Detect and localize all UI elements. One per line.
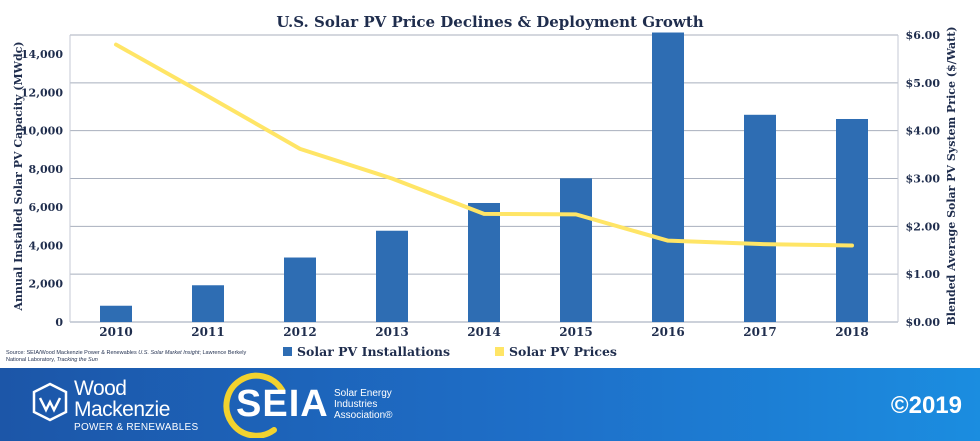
legend-swatch-prices (495, 347, 504, 356)
bar-2018 (836, 118, 868, 322)
legend-label-prices: Solar PV Prices (509, 344, 617, 359)
x-tick-label: 2014 (467, 325, 500, 339)
x-tick-label: 2018 (835, 325, 868, 339)
legend: Solar PV Installations Solar PV Prices (283, 344, 617, 359)
footer-band: Wood Mackenzie POWER & RENEWABLES SEIA S… (0, 368, 980, 441)
x-tick-label: 2015 (559, 325, 592, 339)
y-right-tick-label: $1.00 (906, 268, 941, 281)
y-right-tick-label: $6.00 (906, 29, 941, 42)
legend-swatch-installations (283, 347, 292, 356)
y-tick-label: 2,000 (29, 278, 64, 291)
legend-label-installations: Solar PV Installations (297, 344, 450, 359)
wood-mackenzie-name: Wood Mackenzie (74, 377, 170, 421)
right-axis-ticks: $0.00 $1.00 $2.00 $3.00 $4.00 $5.00 $6.00 (906, 29, 941, 329)
y-right-tick-label: $0.00 (906, 316, 941, 329)
y-right-tick-label: $5.00 (906, 77, 941, 90)
y-tick-label: 14,000 (21, 48, 63, 61)
copyright: ©2019 (890, 392, 962, 419)
x-tick-label: 2016 (651, 325, 684, 339)
x-tick-label: 2017 (743, 325, 776, 339)
sun-arc-icon (223, 372, 285, 438)
y-right-tick-label: $4.00 (906, 125, 941, 138)
bar-2011 (192, 285, 224, 322)
y-right-tick-label: $3.00 (906, 173, 941, 186)
x-axis-ticks: 2010 2011 2012 2013 2014 2015 2016 2017 2018 (99, 325, 868, 339)
bar-2015 (560, 178, 592, 322)
bar-2010 (100, 305, 132, 322)
x-tick-label: 2011 (191, 325, 224, 339)
seia-acronym: SEIA (236, 383, 329, 425)
y-tick-label: 10,000 (21, 125, 63, 138)
bar-series (100, 32, 868, 322)
price-line-series (114, 42, 854, 248)
wood-mackenzie-sub: POWER & RENEWABLES (74, 422, 199, 433)
chart-title: U.S. Solar PV Price Declines & Deploymen… (276, 13, 703, 31)
bar-2012 (284, 257, 316, 322)
x-tick-label: 2013 (375, 325, 408, 339)
left-axis-ticks: 0 2,000 4,000 6,000 8,000 10,000 12,000 14,000 (21, 48, 63, 329)
y-tick-label: 0 (55, 316, 63, 329)
y-tick-label: 8,000 (29, 163, 64, 176)
x-tick-label: 2012 (283, 325, 316, 339)
seia-full-name: Solar Energy Industries Association® (334, 388, 393, 421)
bar-2013 (376, 230, 408, 322)
bar-2014 (468, 202, 500, 322)
chart: U.S. Solar PV Price Declines & Deploymen… (12, 13, 958, 359)
y-tick-label: 12,000 (21, 86, 63, 99)
y-tick-label: 6,000 (29, 201, 64, 214)
wood-mackenzie-badge-icon (32, 382, 68, 422)
wood-mackenzie-logo: Wood Mackenzie POWER & RENEWABLES (30, 376, 220, 436)
seia-logo: SEIA Solar Energy Industries Association… (222, 372, 422, 438)
y-right-tick-label: $2.00 (906, 220, 941, 233)
x-tick-label: 2010 (99, 325, 132, 339)
y-axis-right-label: Blended Average Solar PV System Price ($… (945, 26, 958, 325)
y-axis-label: Annual Installed Solar PV Capacity (MWdc… (12, 41, 25, 311)
price-line (114, 42, 854, 248)
source-note: Source: SEIA/Wood Mackenzie Power & Rene… (6, 350, 247, 363)
bar-2017 (744, 114, 776, 322)
bar-2016 (652, 32, 684, 322)
y-tick-label: 4,000 (29, 239, 64, 252)
